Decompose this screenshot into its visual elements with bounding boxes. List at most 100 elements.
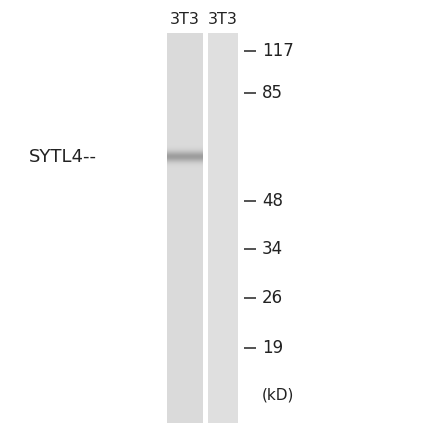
Bar xyxy=(167,320,203,321)
Bar xyxy=(208,34,238,35)
Bar xyxy=(208,161,238,162)
Bar xyxy=(167,233,203,234)
Bar xyxy=(208,186,238,187)
Bar xyxy=(167,149,203,150)
Bar xyxy=(167,422,203,423)
Bar xyxy=(167,362,203,363)
Bar xyxy=(167,156,203,157)
Bar xyxy=(167,216,203,217)
Bar xyxy=(167,328,203,329)
Bar xyxy=(208,113,238,114)
Bar xyxy=(208,357,238,358)
Bar xyxy=(167,56,203,57)
Bar xyxy=(208,99,238,101)
Bar xyxy=(167,254,203,255)
Bar xyxy=(208,209,238,211)
Bar xyxy=(167,355,203,356)
Bar xyxy=(208,335,238,336)
Bar xyxy=(208,106,238,107)
Bar xyxy=(167,225,203,226)
Bar xyxy=(208,70,238,71)
Bar xyxy=(167,44,203,45)
Bar xyxy=(167,129,203,130)
Bar xyxy=(208,223,238,224)
Bar xyxy=(167,276,203,277)
Bar xyxy=(167,62,203,64)
Bar xyxy=(208,349,238,350)
Bar xyxy=(208,181,238,183)
Bar xyxy=(208,387,238,388)
Bar xyxy=(208,80,238,81)
Bar xyxy=(208,222,238,223)
Bar xyxy=(208,56,238,57)
Bar xyxy=(208,249,238,250)
Bar xyxy=(167,350,203,351)
Bar xyxy=(208,317,238,318)
Bar xyxy=(167,185,203,186)
Bar xyxy=(167,405,203,406)
Bar xyxy=(167,265,203,266)
Bar xyxy=(167,57,203,59)
Bar xyxy=(167,184,203,185)
Bar xyxy=(208,233,238,234)
Bar xyxy=(208,125,238,126)
Bar xyxy=(208,234,238,235)
Bar xyxy=(208,127,238,128)
Bar xyxy=(208,403,238,404)
Bar xyxy=(208,138,238,139)
Bar xyxy=(208,362,238,363)
Bar xyxy=(208,422,238,423)
Bar xyxy=(208,89,238,90)
Bar xyxy=(167,275,203,276)
Bar xyxy=(167,48,203,49)
Bar xyxy=(167,137,203,138)
Bar xyxy=(208,142,238,143)
Bar xyxy=(167,73,203,74)
Bar xyxy=(167,101,203,102)
Bar xyxy=(208,287,238,288)
Bar xyxy=(167,326,203,327)
Bar xyxy=(208,276,238,277)
Bar xyxy=(208,134,238,135)
Bar xyxy=(208,289,238,290)
Bar xyxy=(208,44,238,45)
Bar xyxy=(167,217,203,218)
Bar xyxy=(208,337,238,339)
Bar xyxy=(208,177,238,179)
Bar xyxy=(167,303,203,304)
Bar xyxy=(208,164,238,165)
Bar xyxy=(208,369,238,370)
Bar xyxy=(167,399,203,400)
Bar xyxy=(208,76,238,77)
Bar xyxy=(167,186,203,187)
Text: 48: 48 xyxy=(262,192,283,209)
Bar xyxy=(208,310,238,311)
Bar xyxy=(208,280,238,281)
Bar xyxy=(208,383,238,384)
Bar xyxy=(167,382,203,383)
Bar xyxy=(167,271,203,272)
Bar xyxy=(167,250,203,252)
Bar xyxy=(208,193,238,194)
Bar xyxy=(208,167,238,168)
Bar xyxy=(208,97,238,98)
Bar xyxy=(167,269,203,270)
Bar xyxy=(208,348,238,349)
Bar xyxy=(167,349,203,350)
Bar xyxy=(208,414,238,415)
Bar xyxy=(167,198,203,199)
Bar xyxy=(167,102,203,103)
Bar xyxy=(167,234,203,235)
Bar xyxy=(167,340,203,341)
Bar xyxy=(167,352,203,353)
Bar xyxy=(167,113,203,114)
Bar xyxy=(208,169,238,170)
Bar xyxy=(208,212,238,213)
Bar xyxy=(208,299,238,300)
Bar xyxy=(208,37,238,38)
Bar xyxy=(208,207,238,208)
Bar xyxy=(208,105,238,106)
Bar xyxy=(208,112,238,113)
Bar xyxy=(208,50,238,51)
Bar xyxy=(167,393,203,394)
